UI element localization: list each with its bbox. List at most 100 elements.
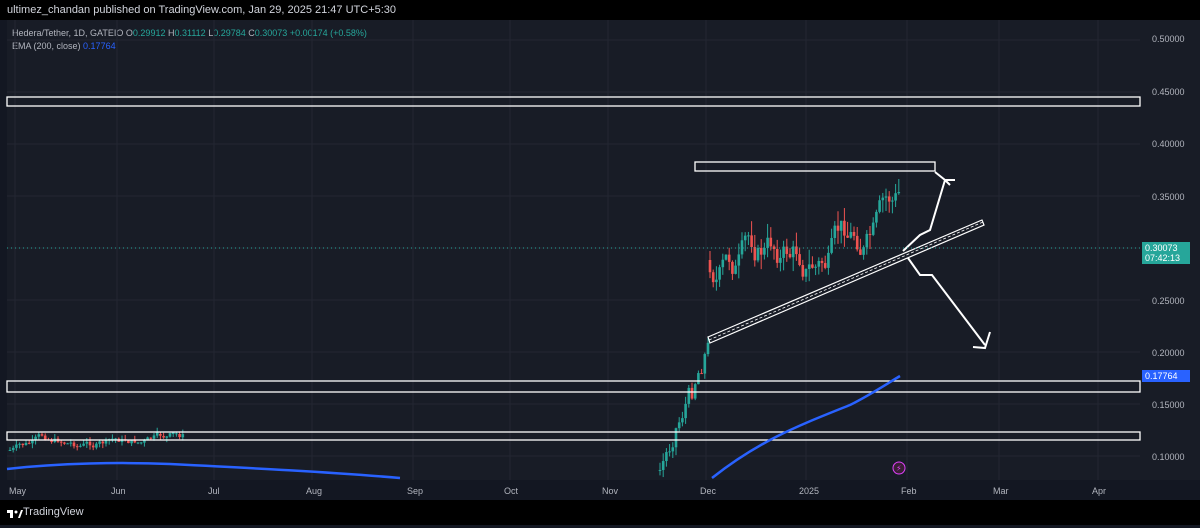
candle-body (677, 422, 681, 429)
candle-body (684, 403, 687, 419)
candle-body (859, 249, 862, 255)
candle-body (143, 440, 146, 443)
candle-body (801, 265, 805, 277)
candle-body (658, 469, 662, 471)
candle-body (95, 443, 98, 448)
candle-body (85, 441, 89, 444)
candle-body (8, 449, 12, 451)
ema-tag-value: 0.17764 (1145, 371, 1178, 381)
time-label: Apr (1092, 486, 1107, 496)
candle-body (849, 232, 853, 238)
candle-body (897, 192, 901, 194)
resistance-zone-038[interactable] (694, 161, 936, 172)
bearish-projection-arrow (907, 257, 986, 346)
candle-body (63, 442, 66, 444)
candle-body (133, 440, 137, 443)
candle-body (782, 246, 785, 258)
candle-body (668, 451, 671, 453)
candle-body (59, 441, 63, 443)
candle-body (887, 196, 891, 202)
candle-body (772, 246, 776, 250)
current-price-tag: 0.30073 07:42:13 (1142, 242, 1190, 264)
candle-body (79, 445, 82, 447)
ascending-trendline[interactable] (707, 219, 985, 344)
candle-body (753, 246, 757, 261)
candle-body (665, 452, 668, 462)
time-label: Dec (700, 486, 717, 496)
bullish-arrowhead (934, 171, 955, 186)
candle-body (687, 387, 691, 404)
candle-body (43, 435, 47, 440)
candle-body (836, 225, 840, 231)
candle-body (881, 197, 885, 201)
candle-body (18, 443, 21, 445)
candle-body (878, 200, 881, 212)
price-label: 0.20000 (1152, 348, 1185, 358)
candle-body (101, 441, 105, 444)
candle-body (715, 279, 718, 283)
candle-body (894, 193, 897, 201)
price-label: 0.40000 (1152, 139, 1185, 149)
legend-ema-label: EMA (200, close) (12, 41, 81, 51)
candle-body (791, 246, 795, 258)
candle-body (11, 447, 15, 450)
candle-body (91, 445, 95, 448)
candle-body (711, 272, 715, 283)
candle-body (31, 439, 34, 444)
candle-body (743, 235, 747, 241)
support-zone-017[interactable] (6, 380, 1141, 393)
legend-c-value: 0.30073 (254, 28, 288, 38)
lightning-icon[interactable] (892, 461, 906, 475)
candle-body (721, 259, 725, 268)
legend-c-label: C (248, 28, 255, 38)
candle-body (155, 431, 159, 436)
support-zone-012[interactable] (6, 431, 1141, 441)
candle-body (681, 418, 684, 423)
candles (8, 179, 901, 478)
candle-body (817, 260, 821, 267)
price-label: 0.10000 (1152, 452, 1185, 462)
trendline-center (708, 221, 984, 341)
candle-body (703, 354, 707, 374)
candle-body (104, 439, 108, 444)
candle-body (884, 196, 888, 198)
ema-price-tag: 0.17764 (1142, 370, 1190, 382)
footer-bar: TradingView (0, 500, 1200, 525)
grid-lines (7, 20, 1140, 480)
candle-body (868, 233, 872, 235)
candle-body (40, 434, 44, 436)
header-bar: ultimez_chandan published on TradingView… (0, 0, 1200, 20)
candle-body (27, 442, 31, 444)
candle-body (671, 447, 675, 452)
resistance-zone-045[interactable] (6, 96, 1141, 107)
tradingview-brand[interactable]: TradingView (0, 500, 84, 525)
candle-body (763, 247, 766, 255)
footer-brand-text: TradingView (23, 506, 84, 518)
candle-body (165, 436, 169, 438)
bar-countdown: 07:42:13 (1145, 253, 1181, 263)
candle-body (181, 434, 185, 438)
candle-body (891, 200, 894, 202)
candle-body (98, 441, 101, 444)
price-label: 0.15000 (1152, 400, 1185, 410)
legend-h-label: H (167, 28, 175, 38)
candle-body (37, 434, 41, 437)
candle-body (136, 442, 140, 444)
candle-body (775, 249, 779, 263)
candle-body (114, 438, 117, 440)
candle-body (674, 428, 678, 448)
candle-body (804, 268, 808, 277)
candle-body (34, 436, 37, 440)
legend: Hedera/Tether, 1D, GATEIO O0.29912 H0.31… (12, 27, 367, 53)
candle-body (740, 240, 744, 255)
time-label: Feb (901, 486, 917, 496)
candle-body (779, 257, 782, 263)
time-label: Oct (504, 486, 519, 496)
candle-body (855, 235, 859, 250)
candle-body (785, 246, 789, 254)
candle-body (862, 247, 865, 255)
legend-o-label: O (125, 28, 133, 38)
candle-body (814, 266, 817, 268)
candle-body (175, 433, 178, 435)
candle-body (865, 233, 869, 248)
